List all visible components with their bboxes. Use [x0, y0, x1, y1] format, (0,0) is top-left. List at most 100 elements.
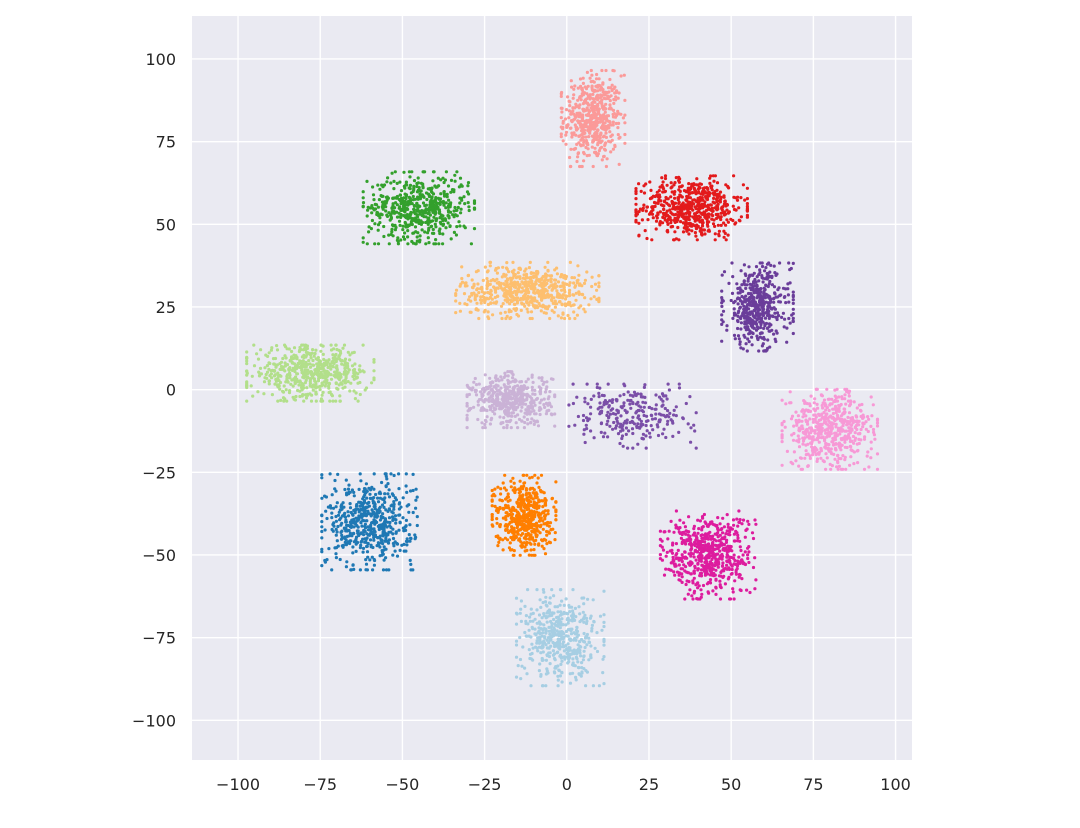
- scatter-point: [843, 455, 847, 459]
- scatter-point: [529, 310, 534, 314]
- scatter-point: [386, 541, 391, 545]
- scatter-point: [578, 282, 582, 286]
- scatter-point: [549, 298, 554, 302]
- scatter-point: [474, 393, 479, 397]
- scatter-point: [439, 178, 443, 182]
- scatter-point: [291, 384, 295, 388]
- scatter-point: [325, 516, 329, 521]
- scatter-point: [795, 423, 799, 427]
- scatter-point: [465, 416, 469, 420]
- scatter-point: [405, 504, 409, 508]
- scatter-point: [390, 206, 394, 210]
- scatter-point: [425, 197, 429, 202]
- scatter-point: [285, 363, 290, 367]
- scatter-point: [640, 218, 645, 222]
- scatter-point: [596, 117, 600, 121]
- scatter-point: [379, 524, 383, 528]
- scatter-point: [524, 408, 528, 412]
- scatter-point: [372, 557, 376, 562]
- scatter-point: [716, 212, 720, 216]
- scatter-point: [438, 220, 442, 224]
- scatter-point: [768, 329, 772, 333]
- scatter-point: [524, 280, 529, 284]
- scatter-point: [694, 234, 698, 238]
- scatter-point: [674, 212, 678, 217]
- scatter-point: [805, 429, 809, 433]
- scatter-point: [600, 68, 604, 73]
- scatter-point: [869, 395, 873, 399]
- scatter-point: [701, 221, 705, 226]
- scatter-point: [550, 309, 554, 313]
- scatter-point: [597, 281, 601, 285]
- scatter-point: [555, 284, 559, 288]
- scatter-point: [392, 544, 396, 548]
- scatter-point: [774, 339, 778, 344]
- scatter-point: [358, 504, 362, 508]
- scatter-point: [424, 211, 428, 215]
- scatter-point: [720, 289, 724, 293]
- scatter-point: [437, 242, 441, 246]
- scatter-point: [404, 484, 408, 488]
- scatter-point: [496, 286, 500, 290]
- scatter-point: [720, 208, 724, 212]
- scatter-point: [574, 291, 578, 295]
- scatter-point: [774, 273, 778, 277]
- scatter-point: [336, 472, 340, 476]
- scatter-point: [794, 459, 798, 463]
- scatter-point: [545, 409, 549, 413]
- scatter-point: [510, 389, 514, 393]
- scatter-point: [334, 519, 338, 523]
- scatter-point: [714, 192, 718, 196]
- scatter-point: [808, 417, 812, 421]
- scatter-point: [390, 223, 395, 227]
- scatter-point: [603, 110, 607, 114]
- scatter-point: [383, 492, 387, 496]
- scatter-point: [826, 397, 830, 401]
- scatter-point: [602, 93, 606, 97]
- scatter-point: [415, 201, 419, 206]
- scatter-point: [465, 394, 469, 399]
- scatter-point: [567, 283, 571, 287]
- scatter-point: [389, 212, 393, 216]
- scatter-point: [413, 225, 418, 229]
- scatter-point: [700, 212, 704, 216]
- scatter-point: [358, 370, 362, 374]
- scatter-point: [458, 301, 462, 305]
- scatter-point: [742, 263, 747, 267]
- scatter-point: [556, 314, 560, 318]
- scatter-point: [405, 543, 409, 547]
- scatter-point: [866, 415, 870, 419]
- scatter-point: [705, 220, 710, 224]
- scatter-point: [516, 413, 520, 417]
- scatter-point: [743, 198, 747, 202]
- scatter-point: [361, 204, 365, 208]
- scatter-point: [645, 236, 649, 241]
- scatter-point: [317, 369, 321, 373]
- scatter-point: [340, 521, 344, 525]
- scatter-point: [800, 409, 804, 413]
- scatter-point: [408, 523, 412, 527]
- scatter-point: [519, 290, 523, 294]
- scatter-point: [663, 174, 668, 178]
- scatter-point: [583, 98, 588, 102]
- scatter-point: [661, 221, 665, 225]
- scatter-point: [676, 218, 680, 222]
- scatter-point: [803, 400, 807, 404]
- scatter-point: [391, 196, 395, 200]
- scatter-point: [481, 295, 485, 299]
- scatter-point: [681, 221, 686, 225]
- scatter-point: [746, 325, 750, 329]
- scatter-point: [732, 174, 736, 178]
- scatter-point: [338, 399, 342, 403]
- scatter-point: [382, 545, 386, 549]
- scatter-point: [559, 116, 563, 120]
- scatter-point: [384, 484, 388, 488]
- scatter-point: [477, 398, 481, 402]
- scatter-point: [710, 217, 714, 221]
- scatter-point: [311, 383, 316, 387]
- scatter-point: [684, 226, 688, 230]
- scatter-point: [518, 267, 523, 271]
- scatter-point: [386, 533, 390, 537]
- scatter-point: [473, 298, 477, 302]
- scatter-point: [328, 472, 332, 476]
